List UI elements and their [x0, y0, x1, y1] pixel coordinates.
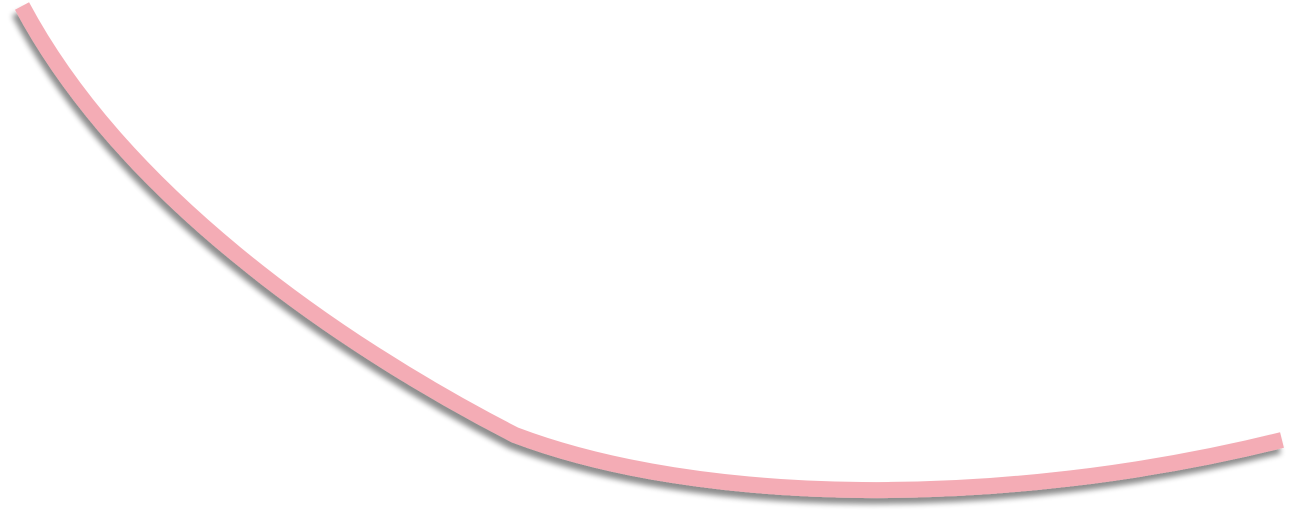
curve [14, 2, 1284, 499]
